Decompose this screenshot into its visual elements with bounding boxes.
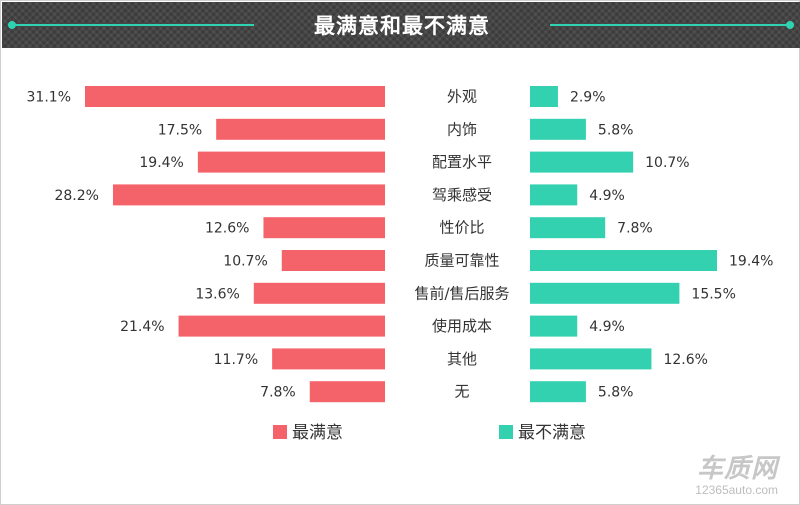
value-label-left-7: 21.4% bbox=[120, 319, 164, 335]
value-label-left-1: 17.5% bbox=[158, 122, 202, 138]
bar-left-8 bbox=[272, 348, 385, 370]
value-label-right-5: 19.4% bbox=[729, 254, 773, 270]
value-label-right-9: 5.8% bbox=[598, 385, 634, 401]
value-label-left-2: 19.4% bbox=[139, 155, 183, 171]
value-label-left-0: 31.1% bbox=[27, 90, 71, 106]
bar-right-3 bbox=[530, 184, 578, 206]
value-label-right-2: 10.7% bbox=[645, 155, 689, 171]
bar-right-9 bbox=[530, 381, 586, 403]
title-decoration-line-left bbox=[14, 24, 254, 26]
chart-title: 最满意和最不满意 bbox=[314, 14, 490, 38]
title-decoration-line-right bbox=[550, 24, 790, 26]
category-label-8: 其他 bbox=[447, 350, 477, 368]
bar-left-7 bbox=[178, 315, 385, 337]
watermark-logo: 车质网 bbox=[696, 453, 778, 483]
bar-left-6 bbox=[253, 282, 385, 304]
value-label-left-5: 10.7% bbox=[223, 254, 267, 270]
bar-left-0 bbox=[85, 86, 385, 107]
title-decoration-dot-left bbox=[8, 21, 16, 29]
category-label-1: 内饰 bbox=[447, 120, 477, 138]
watermark: 车质网 12365auto.com bbox=[695, 448, 778, 497]
bar-right-2 bbox=[530, 151, 634, 173]
title-banner: 最满意和最不满意 bbox=[2, 2, 800, 48]
value-label-right-8: 12.6% bbox=[663, 352, 707, 368]
bar-right-1 bbox=[530, 118, 586, 140]
title-decoration-dot-right bbox=[786, 21, 794, 29]
value-label-right-1: 5.8% bbox=[598, 122, 634, 138]
value-label-left-8: 11.7% bbox=[214, 352, 258, 368]
bar-left-1 bbox=[216, 118, 385, 140]
bar-right-0 bbox=[530, 86, 558, 107]
category-label-0: 外观 bbox=[447, 88, 477, 106]
bar-left-9 bbox=[309, 381, 385, 403]
category-label-5: 质量可靠性 bbox=[424, 252, 499, 270]
bar-right-5 bbox=[530, 250, 717, 271]
legend-label-left: 最满意 bbox=[292, 423, 343, 443]
bar-right-4 bbox=[530, 217, 606, 239]
value-label-left-9: 7.8% bbox=[260, 385, 296, 401]
value-label-right-0: 2.9% bbox=[570, 90, 606, 106]
bar-right-8 bbox=[530, 348, 652, 370]
bar-left-4 bbox=[263, 217, 385, 239]
bar-right-6 bbox=[530, 282, 680, 304]
legend-label-right: 最不满意 bbox=[518, 423, 586, 443]
category-label-6: 售前/售后服务 bbox=[414, 284, 509, 302]
value-label-right-6: 15.5% bbox=[691, 286, 735, 302]
category-label-9: 无 bbox=[454, 383, 469, 401]
value-label-left-3: 28.2% bbox=[54, 188, 98, 204]
bar-left-3 bbox=[112, 184, 385, 206]
legend-swatch-left bbox=[273, 425, 287, 439]
legend-swatch-right bbox=[499, 425, 513, 439]
category-label-3: 驾乘感受 bbox=[432, 186, 492, 204]
value-label-right-4: 7.8% bbox=[617, 221, 653, 237]
value-label-right-3: 4.9% bbox=[589, 188, 625, 204]
category-label-2: 配置水平 bbox=[432, 153, 492, 171]
watermark-url: 12365auto.com bbox=[695, 483, 778, 497]
value-label-left-4: 12.6% bbox=[205, 221, 249, 237]
bar-left-5 bbox=[281, 250, 385, 271]
bar-left-2 bbox=[197, 151, 385, 173]
bar-right-7 bbox=[530, 315, 578, 337]
value-label-right-7: 4.9% bbox=[589, 319, 625, 335]
category-label-4: 性价比 bbox=[439, 219, 484, 237]
value-label-left-6: 13.6% bbox=[195, 286, 239, 302]
category-label-7: 使用成本 bbox=[432, 317, 492, 335]
